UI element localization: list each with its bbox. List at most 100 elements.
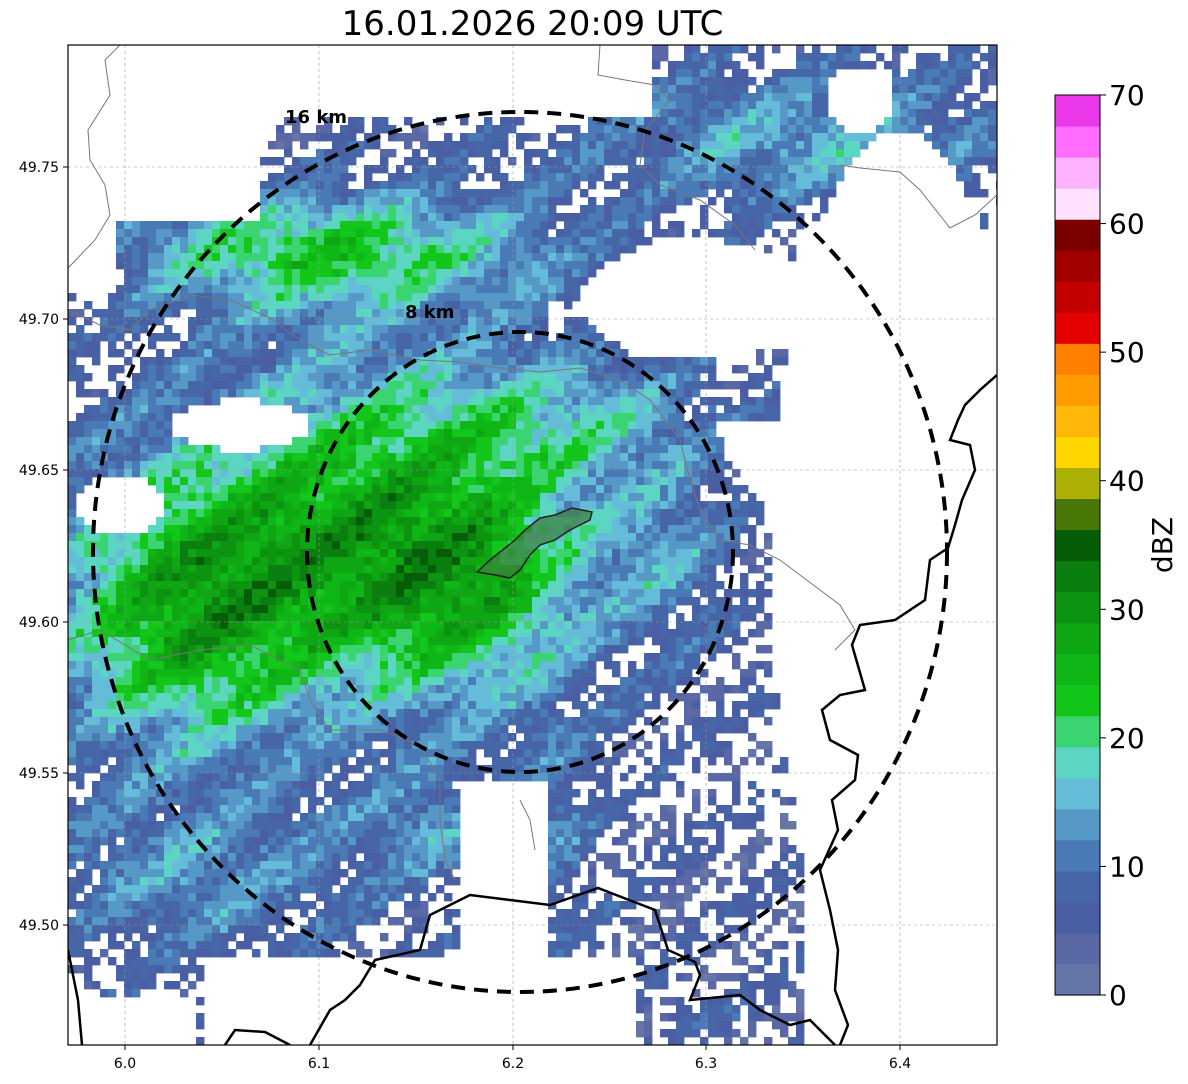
radar-cell — [380, 549, 389, 558]
radar-cell — [516, 349, 525, 358]
radar-cell — [972, 141, 981, 150]
radar-cell — [612, 405, 621, 414]
radar-cell — [212, 373, 221, 382]
radar-cell — [676, 501, 685, 510]
radar-cell — [532, 413, 541, 422]
radar-cell — [284, 221, 293, 230]
radar-cell — [260, 189, 269, 198]
radar-cell — [260, 469, 269, 478]
radar-cell — [348, 629, 357, 638]
radar-cell — [284, 381, 293, 390]
radar-cell — [652, 517, 661, 526]
radar-cell — [716, 85, 725, 94]
radar-cell — [204, 373, 213, 382]
radar-cell — [748, 197, 757, 206]
radar-cell — [444, 333, 453, 342]
radar-cell — [460, 197, 469, 206]
radar-cell — [244, 621, 253, 630]
radar-cell — [220, 461, 229, 470]
radar-cell — [180, 573, 189, 582]
radar-cell — [708, 69, 717, 78]
radar-cell — [420, 629, 429, 638]
radar-cell — [460, 221, 469, 230]
radar-cell — [524, 437, 533, 446]
radar-cell — [516, 517, 525, 526]
radar-cell — [612, 461, 621, 470]
radar-cell — [356, 509, 365, 518]
radar-cell — [396, 421, 405, 430]
radar-cell — [372, 165, 381, 174]
radar-cell — [652, 437, 661, 446]
radar-cell — [276, 389, 285, 398]
radar-cell — [340, 253, 349, 262]
radar-cell — [540, 389, 549, 398]
radar-cell — [500, 149, 509, 158]
radar-cell — [652, 413, 661, 422]
radar-cell — [348, 405, 357, 414]
radar-cell — [956, 173, 965, 182]
radar-cell — [332, 493, 341, 502]
radar-cell — [428, 365, 437, 374]
radar-cell — [732, 173, 741, 182]
radar-cell — [508, 325, 517, 334]
radar-cell — [620, 621, 629, 630]
radar-cell — [452, 541, 461, 550]
radar-cell — [500, 349, 509, 358]
radar-cell — [156, 333, 165, 342]
radar-cell — [388, 365, 397, 374]
radar-cell — [204, 525, 213, 534]
radar-cell — [524, 381, 533, 390]
radar-cell — [348, 325, 357, 334]
radar-cell — [260, 213, 269, 222]
radar-cell — [380, 557, 389, 566]
radar-cell — [932, 125, 941, 134]
radar-cell — [508, 589, 517, 598]
radar-cell — [436, 485, 445, 494]
radar-cell — [916, 125, 925, 134]
radar-cell — [236, 285, 245, 294]
radar-cell — [556, 357, 565, 366]
radar-cell — [660, 525, 669, 534]
radar-cell — [148, 597, 157, 606]
radar-cell — [196, 221, 205, 230]
radar-cell — [260, 269, 269, 278]
radar-cell — [180, 605, 189, 614]
radar-cell — [540, 397, 549, 406]
radar-cell — [676, 149, 685, 158]
radar-cell — [468, 325, 477, 334]
radar-cell — [252, 317, 261, 326]
radar-cell — [476, 621, 485, 630]
radar-cell — [412, 397, 421, 406]
radar-cell — [124, 301, 133, 310]
radar-cell — [588, 205, 597, 214]
radar-cell — [380, 117, 389, 126]
radar-cell — [276, 565, 285, 574]
radar-cell — [564, 349, 573, 358]
radar-cell — [356, 349, 365, 358]
radar-cell — [436, 293, 445, 302]
radar-cell — [468, 501, 477, 510]
radar-cell — [476, 189, 485, 198]
radar-cell — [356, 141, 365, 150]
radar-cell — [900, 125, 909, 134]
radar-cell — [732, 149, 741, 158]
radar-cell — [404, 333, 413, 342]
radar-cell — [660, 149, 669, 158]
radar-cell — [308, 253, 317, 262]
radar-cell — [508, 525, 517, 534]
radar-cell — [284, 317, 293, 326]
radar-cell — [132, 597, 141, 606]
radar-cell — [364, 517, 373, 526]
radar-cell — [164, 245, 173, 254]
radar-cell — [668, 589, 677, 598]
radar-cell — [132, 389, 141, 398]
radar-cell — [684, 85, 693, 94]
radar-cell — [348, 197, 357, 206]
radar-cell — [100, 325, 109, 334]
radar-cell — [652, 525, 661, 534]
radar-cell — [292, 117, 301, 126]
radar-cell — [348, 437, 357, 446]
radar-cell — [724, 61, 733, 70]
radar-cell — [244, 253, 253, 262]
radar-cell — [468, 293, 477, 302]
